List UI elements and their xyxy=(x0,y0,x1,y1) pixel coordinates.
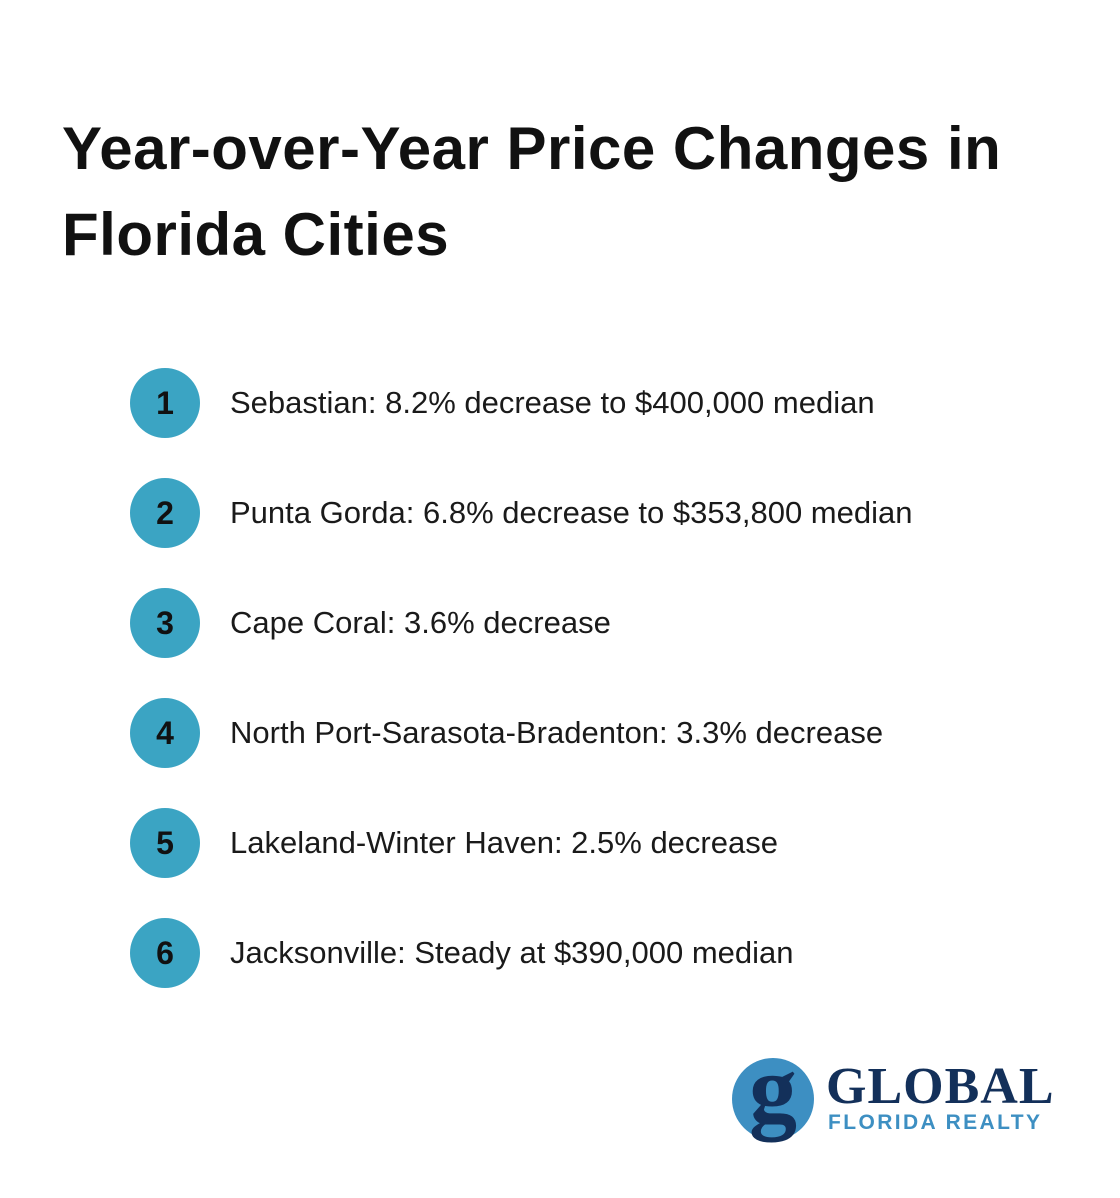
list-item: 1 Sebastian: 8.2% decrease to $400,000 me… xyxy=(130,368,1030,438)
list-item: 5 Lakeland-Winter Haven: 2.5% decrease xyxy=(130,808,1030,878)
item-text: Lakeland-Winter Haven: 2.5% decrease xyxy=(230,825,778,860)
logo-tagline: FLORIDA REALTY xyxy=(828,1111,1043,1134)
list-item: 6 Jacksonville: Steady at $390,000 median xyxy=(130,918,1030,988)
logo: g GLOBAL FLORIDA REALTY xyxy=(730,1041,1070,1145)
item-text: Sebastian: 8.2% decrease to $400,000 med… xyxy=(230,385,875,420)
item-text: Cape Coral: 3.6% decrease xyxy=(230,605,611,640)
list-item: 2 Punta Gorda: 6.8% decrease to $353,800 … xyxy=(130,478,1030,548)
item-number: 6 xyxy=(130,918,200,988)
logo-mark: g xyxy=(732,1041,814,1140)
item-number: 1 xyxy=(130,368,200,438)
list-item: 3 Cape Coral: 3.6% decrease xyxy=(130,588,1030,658)
item-number: 5 xyxy=(130,808,200,878)
item-number: 3 xyxy=(130,588,200,658)
item-number: 4 xyxy=(130,698,200,768)
item-text: Jacksonville: Steady at $390,000 median xyxy=(230,935,794,970)
logo-name: GLOBAL xyxy=(826,1058,1055,1115)
list-item: 4 North Port-Sarasota-Bradenton: 3.3% dec… xyxy=(130,698,1030,768)
item-text: North Port-Sarasota-Bradenton: 3.3% decr… xyxy=(230,715,884,750)
title: Year-over-Year Price Changes in Florida … xyxy=(62,115,1002,268)
item-number: 2 xyxy=(130,478,200,548)
item-text: Punta Gorda: 6.8% decrease to $353,800 m… xyxy=(230,495,913,530)
